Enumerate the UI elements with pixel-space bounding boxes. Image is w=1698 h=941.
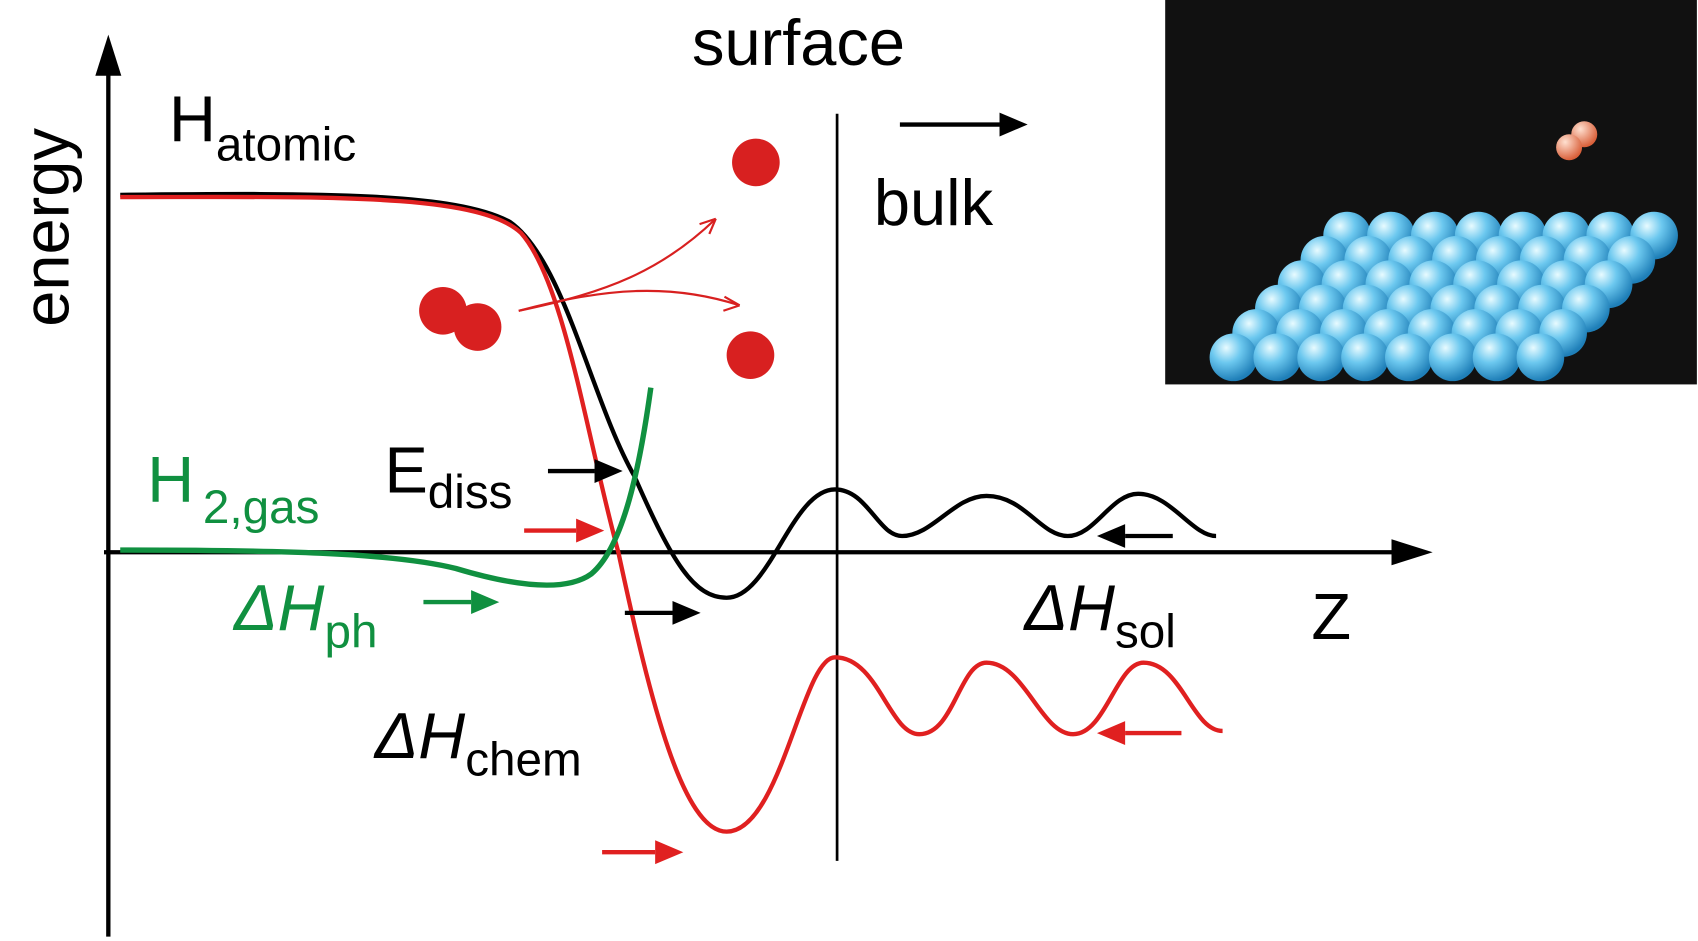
x-label: Z	[1311, 580, 1351, 653]
bulk-label: bulk	[874, 166, 994, 239]
arrow	[524, 519, 604, 543]
dh-ph-label: ΔHph	[232, 571, 377, 658]
arrow	[423, 590, 499, 614]
thin-arrow	[519, 219, 716, 311]
arrowhead	[655, 840, 683, 864]
arrowhead	[1000, 113, 1028, 137]
label-main: ΔH	[232, 571, 325, 644]
arrow	[548, 459, 623, 483]
surface-atom	[1473, 334, 1521, 382]
dh-chem-label: ΔHchem	[373, 699, 582, 786]
black-curve	[120, 194, 1216, 598]
label-sub: atomic	[216, 118, 356, 171]
surface-atom	[1297, 334, 1345, 382]
surface-atom	[1385, 334, 1433, 382]
label-main: ΔH	[1022, 571, 1115, 644]
h-atomic-label: Hatomic	[169, 82, 356, 171]
surface-label: surface	[692, 6, 905, 79]
surface-atom	[1253, 334, 1301, 382]
h-atom	[732, 139, 780, 187]
arrowhead	[576, 519, 604, 543]
diagram: energy Z surface bulk Hatomic H2,gas Edi…	[0, 0, 1698, 941]
y-arrowhead	[95, 35, 121, 76]
arrowhead	[1097, 721, 1125, 745]
dh-sol-label: ΔHsol	[1022, 571, 1175, 658]
label-sub: diss	[428, 466, 513, 519]
arrow	[900, 113, 1028, 137]
surface-atom	[1429, 334, 1477, 382]
arrow	[1097, 721, 1181, 745]
h-atom	[454, 303, 502, 351]
label-main: ΔH	[373, 699, 466, 772]
label-sub: 2,gas	[203, 481, 320, 534]
label-main: E	[384, 434, 427, 507]
label-main: H	[147, 442, 194, 515]
arrow	[625, 601, 701, 625]
surface-atom	[1341, 334, 1389, 382]
surface-atom	[1517, 334, 1565, 382]
e-diss-label: Ediss	[384, 434, 512, 519]
label-main: H	[169, 82, 216, 155]
label-sub: chem	[465, 733, 581, 786]
y-label: energy	[9, 128, 82, 327]
arrowhead	[595, 459, 623, 483]
h2-atom	[1556, 134, 1582, 160]
arrowhead	[471, 590, 499, 614]
h-atoms	[419, 139, 780, 379]
label-sub: sol	[1115, 606, 1176, 659]
surface-atom	[1210, 334, 1258, 382]
page: energy Z surface bulk Hatomic H2,gas Edi…	[0, 0, 1698, 941]
arrowhead	[1097, 524, 1125, 548]
arrow	[1097, 524, 1173, 548]
arrowhead	[672, 601, 700, 625]
x-arrowhead	[1392, 539, 1433, 565]
inset	[1165, 0, 1697, 384]
h-atom	[727, 331, 775, 379]
label-sub: ph	[324, 606, 377, 659]
arrow	[602, 840, 683, 864]
